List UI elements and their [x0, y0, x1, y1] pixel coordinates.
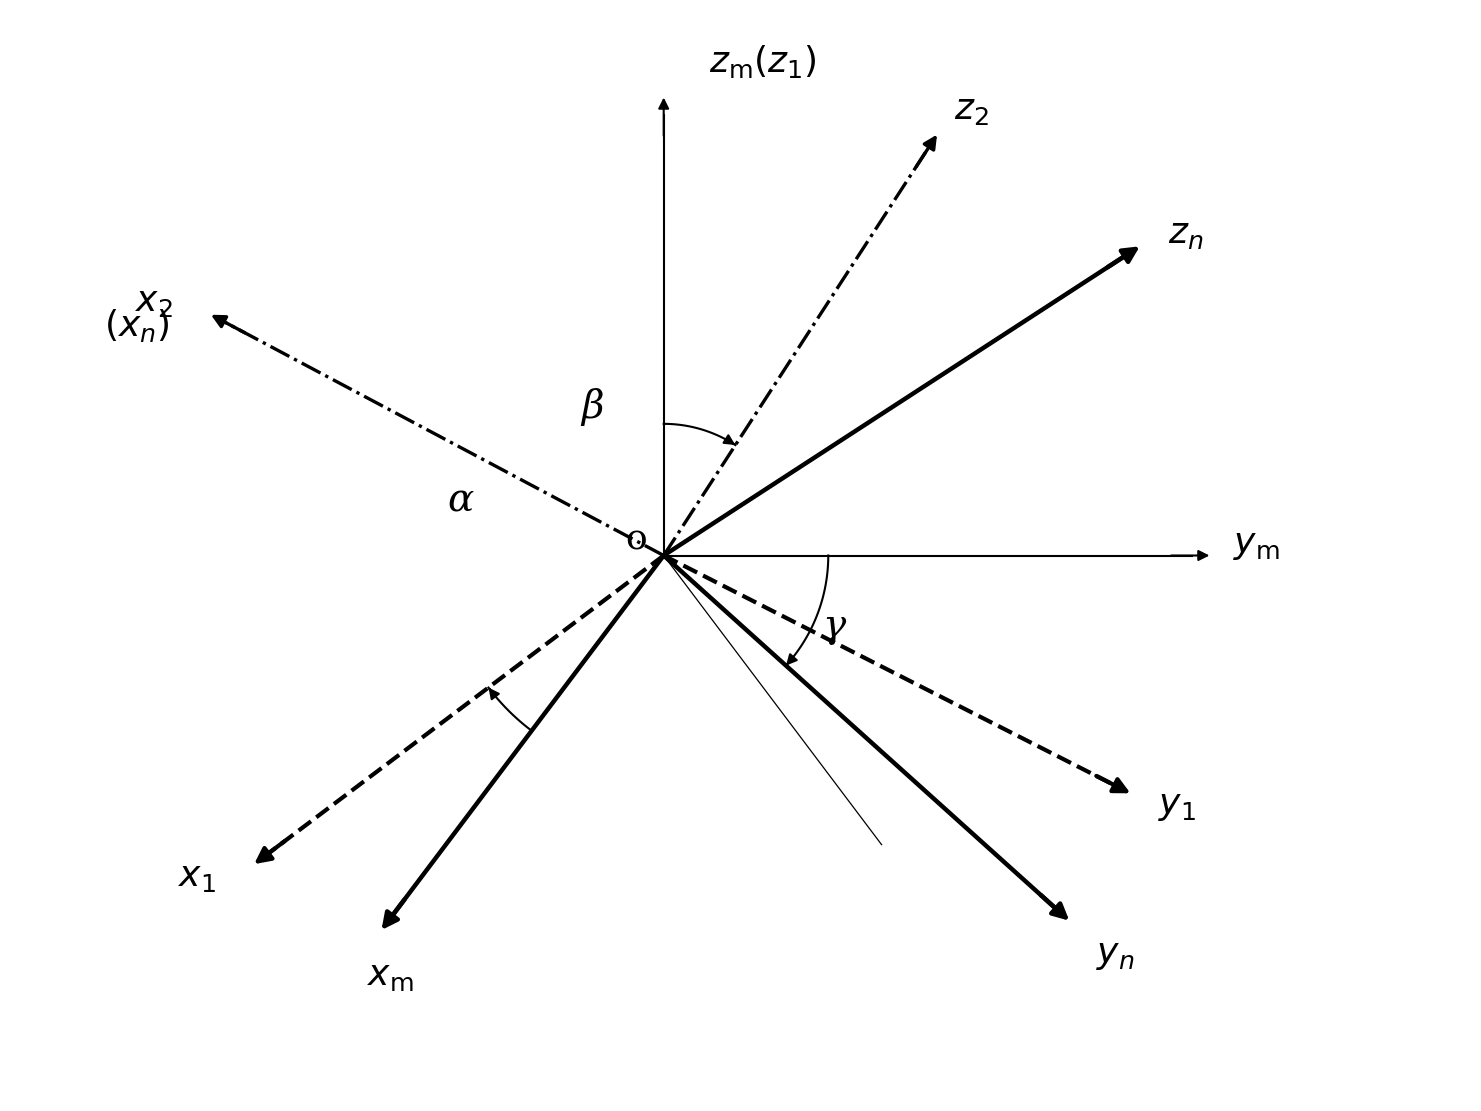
Text: $y_1$: $y_1$	[1158, 789, 1195, 822]
Text: $z_n$: $z_n$	[1169, 217, 1204, 251]
Text: α: α	[447, 482, 474, 519]
Text: $(x_n)$: $(x_n)$	[104, 307, 170, 343]
Text: $x_2$: $x_2$	[135, 286, 172, 320]
Text: $x_{\rm m}$: $x_{\rm m}$	[367, 959, 415, 993]
Text: o: o	[625, 522, 647, 556]
Text: $z_2$: $z_2$	[954, 93, 989, 128]
Text: $z_{\rm m}(z_1)$: $z_{\rm m}(z_1)$	[708, 43, 816, 80]
Text: $x_1$: $x_1$	[178, 860, 216, 893]
Text: $y_n$: $y_n$	[1096, 939, 1134, 972]
Text: γ: γ	[822, 609, 846, 645]
Text: β: β	[581, 389, 604, 427]
Text: $y_{\rm m}$: $y_{\rm m}$	[1232, 528, 1280, 561]
